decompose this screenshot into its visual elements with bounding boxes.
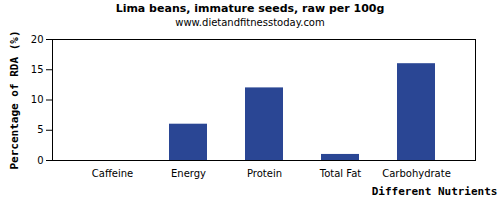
svg-text:15: 15 (31, 64, 44, 75)
html-text:www.dietandfitnesstoday.com: www.dietandfitnesstoday.com (175, 17, 325, 28)
svg-text:Percentage of RDA (%): Percentage of RDA (%) (8, 30, 21, 169)
svg-text:5: 5 (37, 124, 43, 135)
svg-text:Carbohydrate: Carbohydrate (382, 168, 451, 179)
svg-text:Total Fat: Total Fat (319, 168, 361, 179)
svg-text:10: 10 (31, 94, 44, 105)
svg-text:0: 0 (37, 155, 43, 166)
svg-text:Protein: Protein (247, 168, 282, 179)
svg-text:Caffeine: Caffeine (92, 168, 133, 179)
svg-text:20: 20 (31, 34, 44, 45)
svg-text:Energy: Energy (171, 168, 206, 179)
html-text:Lima beans, immature seeds, ra: Lima beans, immature seeds, raw per 100g (115, 2, 385, 15)
svg-text:Different Nutrients: Different Nutrients (372, 185, 498, 198)
